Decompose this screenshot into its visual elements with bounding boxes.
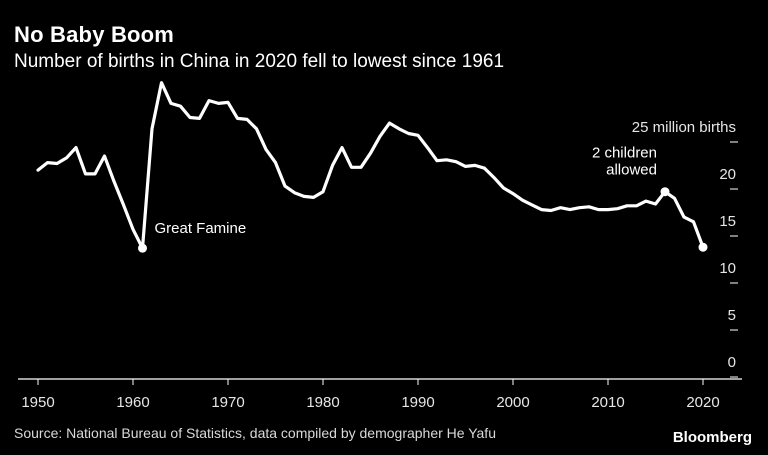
x-tick-label: 1950 (21, 394, 54, 411)
x-tick-label: 2020 (686, 394, 719, 411)
x-tick-label: 1970 (211, 394, 244, 411)
y-tick-label: 20 (719, 166, 736, 183)
x-axis: 1950 1960 1970 1980 1990 2000 2010 2020 (18, 378, 742, 411)
births-series-line (36, 81, 705, 250)
chart-title: No Baby Boom (14, 22, 175, 47)
annotation-marker (138, 243, 147, 253)
chart-subtitle: Number of births in China in 2020 fell t… (14, 51, 505, 72)
bloomberg-logo: Bloomberg (672, 429, 752, 446)
y-tick-label: 10 (719, 260, 736, 277)
x-tick-label: 2010 (591, 394, 624, 411)
annotation-marker (660, 187, 670, 197)
y-tick-label: 15 (719, 213, 736, 230)
x-tick-label: 1980 (306, 394, 339, 411)
x-tick-label: 2000 (496, 394, 529, 411)
annotation-two-children-line: 2 children (592, 145, 657, 162)
x-tick-label: 1960 (116, 394, 149, 411)
annotation-great-famine: Great Famine (155, 220, 247, 237)
x-tick-label: 1990 (401, 394, 434, 411)
y-tick-label: 0 (728, 354, 736, 371)
y-tick-label: 25 million births (632, 119, 736, 136)
y-tick-label: 5 (728, 307, 736, 324)
source-note: Source: National Bureau of Statistics, d… (14, 425, 496, 441)
plot-area (36, 81, 705, 250)
annotation-marker (698, 242, 708, 252)
y-axis: 0 5 10 15 20 25 million births (632, 119, 738, 378)
annotation-two-children-line: allowed (606, 162, 657, 179)
